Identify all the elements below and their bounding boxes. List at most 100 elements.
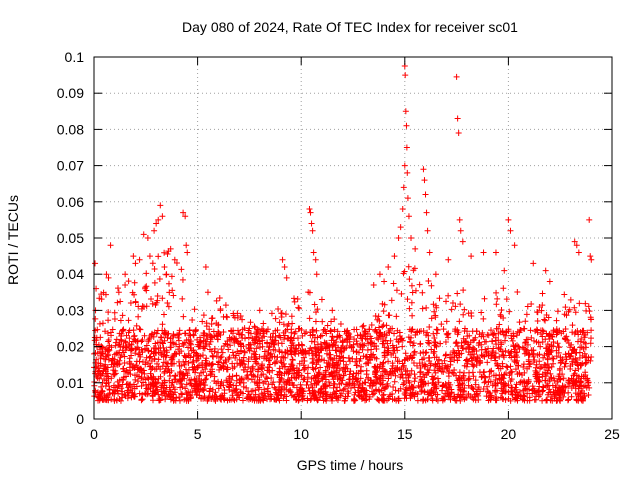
data-point bbox=[96, 320, 103, 327]
data-point bbox=[407, 339, 414, 346]
data-point bbox=[561, 291, 568, 298]
data-point bbox=[587, 340, 594, 347]
data-point bbox=[168, 367, 175, 374]
data-point bbox=[580, 345, 587, 352]
data-point bbox=[352, 358, 359, 365]
data-point bbox=[293, 384, 300, 391]
data-point bbox=[485, 332, 492, 339]
chart-title: Day 080 of 2024, Rate Of TEC Index for r… bbox=[182, 19, 518, 35]
data-point bbox=[445, 292, 452, 299]
data-point bbox=[95, 360, 102, 367]
data-point bbox=[507, 227, 514, 234]
data-point bbox=[220, 360, 227, 367]
data-point bbox=[178, 390, 185, 397]
data-point bbox=[283, 397, 290, 404]
data-point bbox=[139, 337, 146, 344]
data-point bbox=[502, 388, 509, 395]
data-point bbox=[165, 303, 172, 310]
data-point bbox=[485, 345, 492, 352]
data-point bbox=[371, 364, 378, 371]
data-point bbox=[176, 358, 183, 365]
data-point bbox=[497, 341, 504, 348]
data-point bbox=[420, 166, 427, 173]
data-point bbox=[164, 334, 171, 341]
data-point bbox=[315, 357, 322, 364]
data-point bbox=[379, 335, 386, 342]
data-point bbox=[230, 352, 237, 359]
data-point bbox=[432, 385, 439, 392]
data-point bbox=[289, 362, 296, 369]
data-point bbox=[568, 393, 575, 400]
data-point bbox=[225, 355, 232, 362]
data-point bbox=[134, 337, 141, 344]
data-point bbox=[466, 332, 473, 339]
data-point bbox=[524, 303, 531, 310]
data-point bbox=[409, 342, 416, 349]
data-point bbox=[240, 354, 247, 361]
data-point bbox=[580, 327, 587, 334]
data-point bbox=[514, 328, 521, 335]
gridlines bbox=[94, 57, 612, 419]
data-point bbox=[372, 313, 379, 320]
data-point bbox=[111, 351, 118, 358]
data-point bbox=[130, 253, 137, 260]
data-point bbox=[433, 326, 440, 333]
data-point bbox=[456, 216, 463, 223]
data-point bbox=[256, 384, 263, 391]
data-point bbox=[372, 371, 379, 378]
data-point bbox=[572, 309, 579, 316]
data-point bbox=[217, 307, 224, 314]
data-point bbox=[143, 385, 150, 392]
data-point bbox=[491, 330, 498, 337]
data-point bbox=[313, 327, 320, 334]
data-point bbox=[162, 353, 169, 360]
data-point bbox=[212, 389, 219, 396]
data-point bbox=[573, 359, 580, 366]
data-point bbox=[260, 355, 267, 362]
data-point bbox=[535, 339, 542, 346]
data-point bbox=[425, 332, 432, 339]
data-point bbox=[493, 394, 500, 401]
data-point bbox=[399, 343, 406, 350]
data-point bbox=[119, 381, 126, 388]
data-point bbox=[487, 396, 494, 403]
data-point bbox=[556, 395, 563, 402]
data-point bbox=[500, 285, 507, 292]
data-point bbox=[360, 395, 367, 402]
data-point bbox=[261, 386, 268, 393]
data-point bbox=[104, 373, 111, 380]
data-point bbox=[440, 381, 447, 388]
data-point bbox=[175, 346, 182, 353]
data-point bbox=[209, 360, 216, 367]
data-point bbox=[369, 340, 376, 347]
data-point bbox=[508, 376, 515, 383]
data-point bbox=[133, 372, 140, 379]
data-point bbox=[465, 345, 472, 352]
data-point bbox=[126, 364, 133, 371]
data-point bbox=[353, 326, 360, 333]
data-point bbox=[322, 388, 329, 395]
data-point bbox=[457, 386, 464, 393]
data-point bbox=[569, 322, 576, 329]
data-point bbox=[445, 379, 452, 386]
data-point bbox=[363, 353, 370, 360]
data-point bbox=[131, 279, 138, 286]
data-point bbox=[368, 352, 375, 359]
data-point bbox=[391, 330, 398, 337]
data-point bbox=[107, 329, 114, 336]
data-point bbox=[366, 326, 373, 333]
data-point bbox=[314, 379, 321, 386]
data-point bbox=[152, 387, 159, 394]
data-point bbox=[350, 348, 357, 355]
data-point bbox=[481, 338, 488, 345]
data-point bbox=[557, 360, 564, 367]
data-point bbox=[146, 253, 153, 260]
data-point bbox=[208, 315, 215, 322]
y-tick-label: 0.09 bbox=[57, 85, 84, 101]
data-point bbox=[360, 342, 367, 349]
data-point bbox=[512, 366, 519, 373]
data-point bbox=[250, 339, 257, 346]
data-point bbox=[237, 362, 244, 369]
data-point bbox=[489, 330, 496, 337]
data-point bbox=[543, 330, 550, 337]
